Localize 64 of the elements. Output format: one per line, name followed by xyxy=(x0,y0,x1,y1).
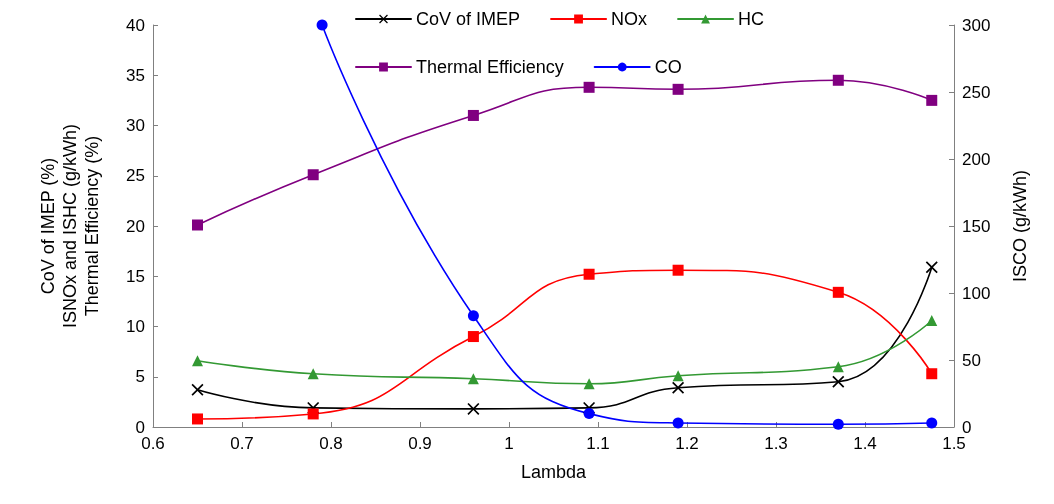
x-tick-label: 0.8 xyxy=(319,434,343,453)
x-tick-label: 0.6 xyxy=(141,434,165,453)
x-tick-label: 1.4 xyxy=(853,434,877,453)
point xyxy=(926,314,938,326)
legend-label: Thermal Efficiency xyxy=(416,57,564,77)
point xyxy=(467,310,479,322)
y2-axis-title: ISCO (g/kWh) xyxy=(1010,169,1030,283)
y-tick-label: 5 xyxy=(135,367,145,387)
point xyxy=(307,408,319,420)
point xyxy=(672,83,684,95)
y-tick-label: 0 xyxy=(135,417,145,437)
y-tick-label: 40 xyxy=(126,15,145,35)
point xyxy=(467,331,479,343)
point xyxy=(192,355,203,367)
point xyxy=(192,413,203,425)
y2-tick-label: 0 xyxy=(962,417,972,437)
point xyxy=(926,417,938,429)
point xyxy=(925,261,938,274)
point xyxy=(467,109,479,121)
y-tick-label: 30 xyxy=(126,116,145,135)
point xyxy=(926,94,938,106)
y-tick-label: 10 xyxy=(126,317,145,336)
point xyxy=(583,81,595,93)
legend-label: CoV of IMEP xyxy=(416,9,521,29)
y-axis-title: CoV of IMEP (%) ISNOx and ISHC (g/kWh) Thermal Efficiency (%) xyxy=(38,123,102,329)
point xyxy=(192,219,203,231)
point xyxy=(832,74,844,86)
point xyxy=(832,286,844,298)
legend-label: NOx xyxy=(611,9,648,29)
y2-tick-label: 300 xyxy=(962,15,991,35)
y2-tick-label: 100 xyxy=(962,283,991,303)
legend-label: HC xyxy=(738,9,765,29)
point xyxy=(672,381,685,394)
point xyxy=(672,264,684,276)
y2-tick-label: 150 xyxy=(962,216,991,236)
y-tick-label: 15 xyxy=(126,266,145,286)
x-tick-label: 1.5 xyxy=(942,434,966,453)
y2-tick-label: 200 xyxy=(962,149,991,169)
y-tick-label: 20 xyxy=(126,216,145,236)
point xyxy=(832,375,845,388)
x-tick-label: 1 xyxy=(504,434,514,453)
point xyxy=(672,370,684,382)
point xyxy=(307,169,319,181)
point xyxy=(583,408,595,420)
y-tick-label: 35 xyxy=(126,65,145,85)
x-tick-label: 0.7 xyxy=(230,434,254,453)
point xyxy=(926,368,938,380)
x-axis-title: Lambda xyxy=(520,462,588,482)
x-tick-label: 1.3 xyxy=(764,434,788,453)
legend-label: CO xyxy=(654,57,682,77)
point xyxy=(467,373,479,385)
x-tick-label: 0.9 xyxy=(408,434,432,453)
y-tick-label: 25 xyxy=(126,166,145,186)
point xyxy=(583,268,595,280)
point xyxy=(307,368,319,380)
point xyxy=(672,417,684,429)
x-tick-label: 1.1 xyxy=(586,434,610,453)
point xyxy=(583,378,595,390)
x-tick-label: 1.2 xyxy=(675,434,699,453)
y2-tick-label: 50 xyxy=(962,350,981,370)
point xyxy=(832,418,844,430)
y2-tick-label: 250 xyxy=(962,82,991,102)
point xyxy=(832,361,844,373)
point xyxy=(316,19,328,31)
